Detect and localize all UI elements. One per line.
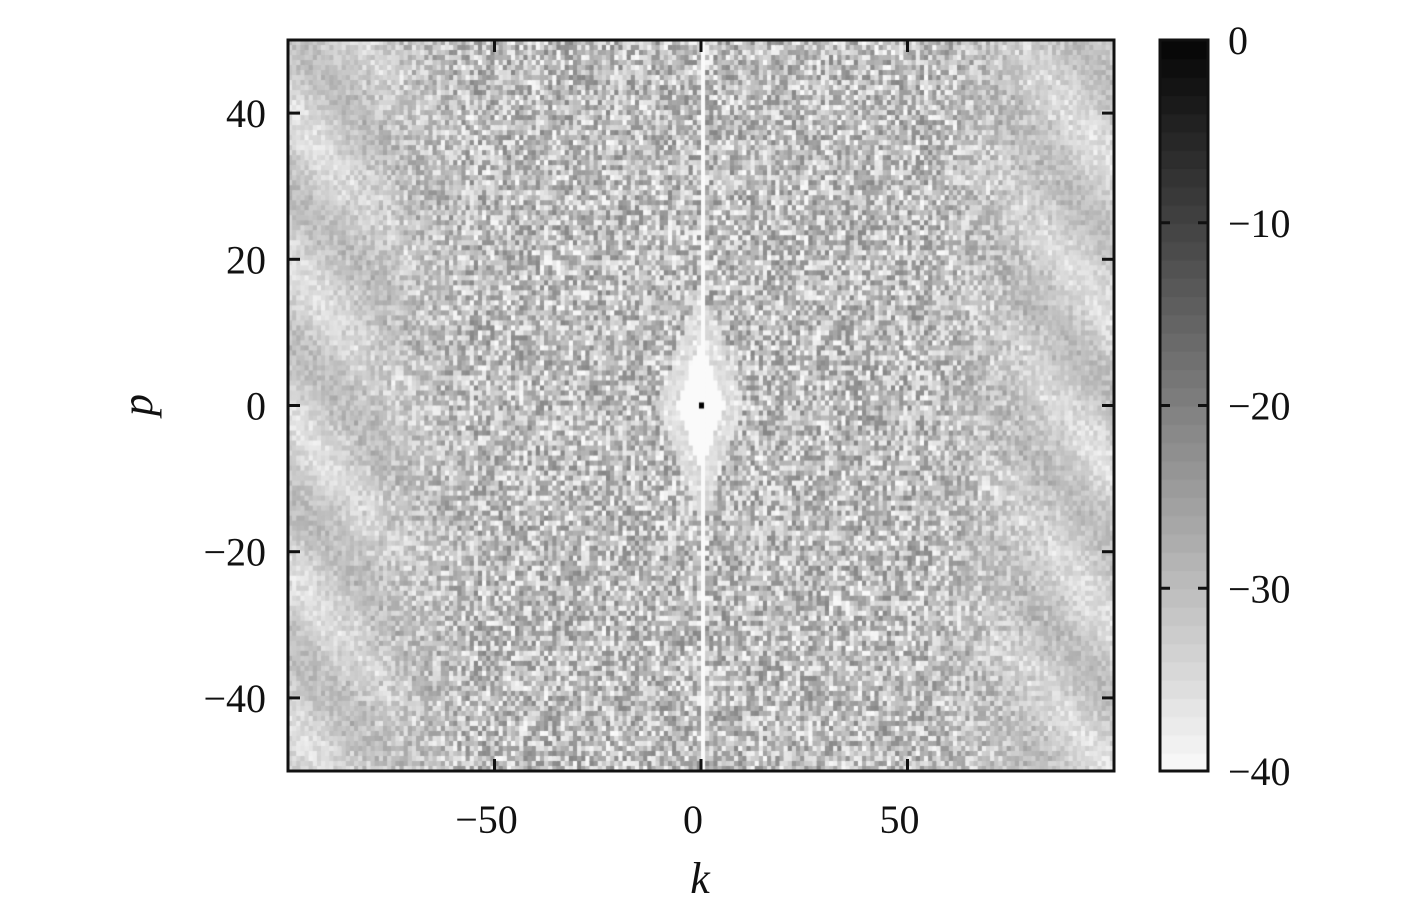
x-tick-label: −50 <box>455 797 518 842</box>
y-tick-label: 20 <box>226 237 266 282</box>
x-tick-label: 50 <box>880 797 920 842</box>
y-tick-label: 0 <box>246 384 266 429</box>
y-tick-label: −20 <box>203 530 266 575</box>
colorbar-tick-label: −10 <box>1228 201 1291 246</box>
x-axis-label: k <box>690 854 711 903</box>
y-tick-label: −40 <box>203 676 266 721</box>
y-axis-label: p <box>113 394 162 419</box>
colorbar-tick-label: −30 <box>1228 566 1291 611</box>
heatmap-image <box>288 40 1114 771</box>
colorbar-tick-label: −40 <box>1228 749 1291 794</box>
colorbar-tick-label: −20 <box>1228 384 1291 429</box>
plot-frame <box>286 38 1116 773</box>
x-tick-label: 0 <box>683 797 703 842</box>
y-tick-label: 40 <box>226 91 266 136</box>
colorbar-tick-label: 0 <box>1228 18 1248 63</box>
